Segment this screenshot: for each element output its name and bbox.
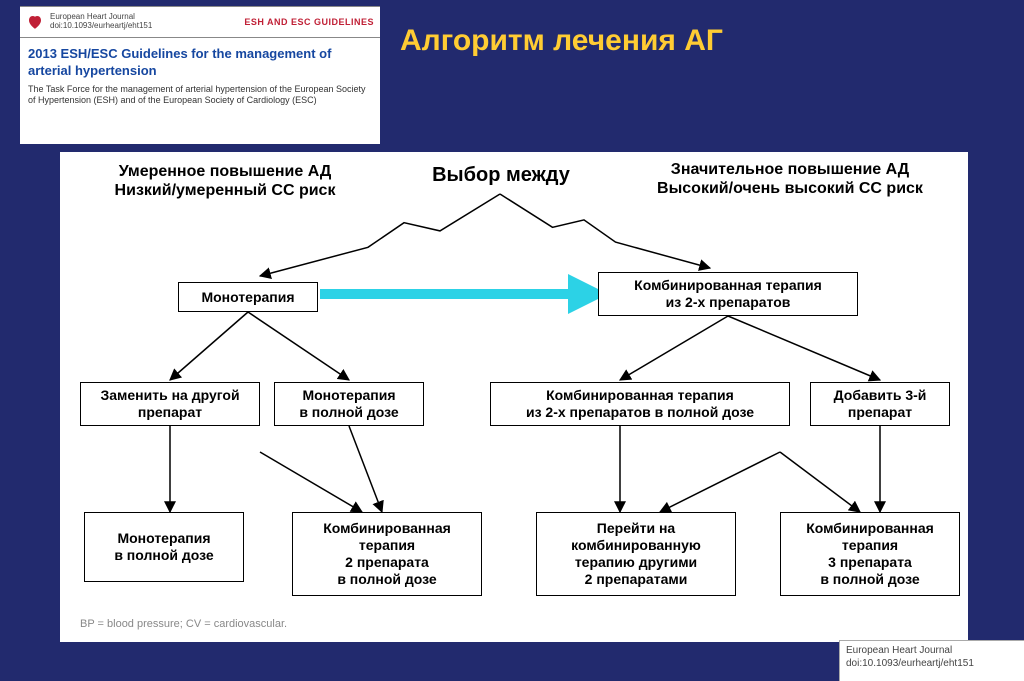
slide-title: Алгоритм лечения АГ (400, 24, 723, 58)
journal-topbar: European Heart Journal doi:10.1093/eurhe… (20, 6, 380, 38)
slide: European Heart Journal doi:10.1093/eurhe… (0, 0, 1024, 681)
caption-center: Выбор между (406, 160, 596, 190)
node-mono-full: Монотерапия в полной дозе (274, 382, 424, 426)
node-combo2full: Комбинированная терапия из 2-х препарато… (490, 382, 790, 426)
journal-doi: doi:10.1093/eurheartj/eht151 (50, 22, 244, 31)
node-replace: Заменить на другой препарат (80, 382, 260, 426)
journal-name-block: European Heart Journal doi:10.1093/eurhe… (50, 13, 244, 31)
footnote: BP = blood pressure; CV = cardiovascular… (80, 618, 287, 630)
guideline-title: 2013 ESH/ESC Guidelines for the manageme… (20, 38, 380, 84)
node-out3: Перейти на комбинированную терапию други… (536, 512, 736, 596)
citation-box: European Heart Journal doi:10.1093/eurhe… (839, 640, 1024, 681)
citation-l1: European Heart Journal (846, 644, 1018, 657)
node-out4: Комбинированная терапия 3 препарата в по… (780, 512, 960, 596)
caption-left: Умеренное повышение АД Низкий/умеренный … (90, 160, 360, 202)
node-combo2: Комбинированная терапия из 2-х препарато… (598, 272, 858, 316)
node-out1: Монотерапия в полной дозе (84, 512, 244, 582)
citation-l2: doi:10.1093/eurheartj/eht151 (846, 657, 1018, 670)
journal-snippet: European Heart Journal doi:10.1093/eurhe… (20, 6, 380, 144)
heart-icon (26, 13, 44, 31)
node-mono: Монотерапия (178, 282, 318, 312)
node-out2: Комбинированная терапия 2 препарата в по… (292, 512, 482, 596)
guideline-desc: The Task Force for the management of art… (20, 84, 380, 107)
diagram-panel: Умеренное повышение АД Низкий/умеренный … (60, 152, 968, 642)
caption-right: Значительное повышение АД Высокий/очень … (630, 158, 950, 200)
journal-pill: ESH AND ESC GUIDELINES (244, 17, 374, 27)
node-add3: Добавить 3-й препарат (810, 382, 950, 426)
